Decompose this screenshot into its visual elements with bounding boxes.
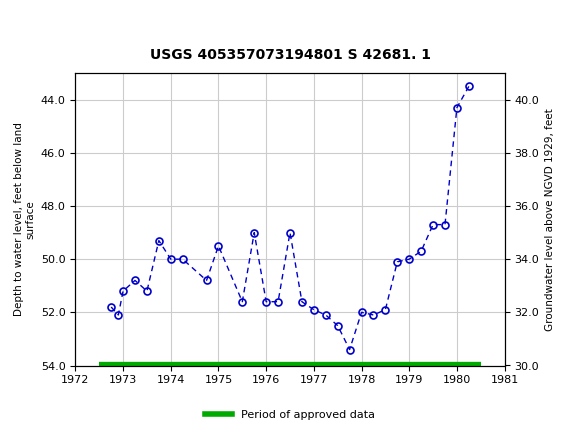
Text: ≡USGS: ≡USGS — [12, 16, 78, 36]
Legend: Period of approved data: Period of approved data — [200, 405, 380, 424]
Y-axis label: Groundwater level above NGVD 1929, feet: Groundwater level above NGVD 1929, feet — [545, 108, 554, 331]
Y-axis label: Depth to water level, feet below land
surface: Depth to water level, feet below land su… — [14, 123, 35, 316]
Text: USGS 405357073194801 S 42681. 1: USGS 405357073194801 S 42681. 1 — [150, 48, 430, 62]
